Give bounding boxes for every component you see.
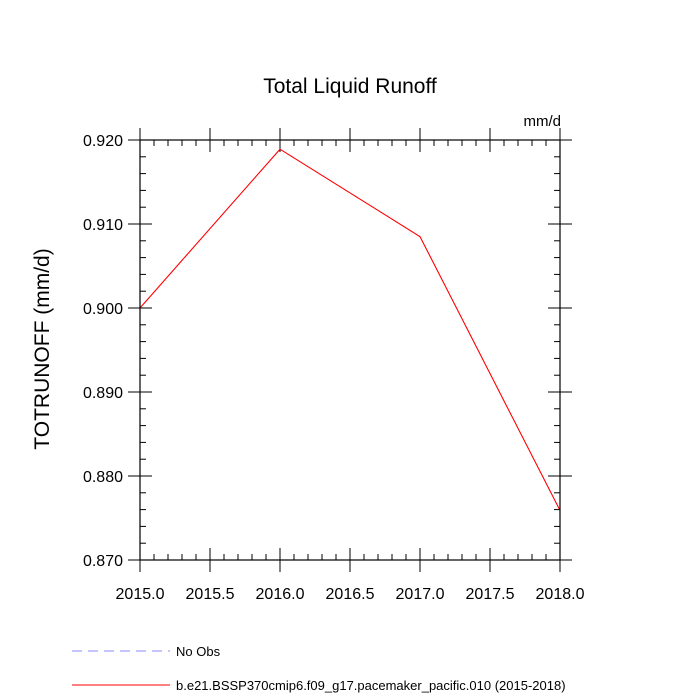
legend: No Obs b.e21.BSSP370cmip6.f09_g17.pacema… — [72, 644, 566, 693]
legend-label-no-obs: No Obs — [176, 644, 221, 659]
y-axis-label: TOTRUNOFF (mm/d) — [31, 248, 54, 449]
y-tick-label: 0.920 — [83, 133, 123, 150]
units-label: mm/d — [524, 113, 562, 130]
series-layer — [139, 148, 561, 511]
x-tick-label: 2017.0 — [396, 586, 445, 603]
series-line — [139, 148, 561, 511]
axis-ticks — [128, 128, 572, 572]
chart-title: Total Liquid Runoff — [263, 75, 437, 98]
legend-label-series: b.e21.BSSP370cmip6.f09_g17.pacemaker_pac… — [176, 678, 566, 693]
tick-labels: 2015.0 2015.5 2016.0 2016.5 2017.0 2017.5 2018… — [83, 133, 585, 603]
plot-frame — [139, 139, 561, 561]
x-tick-label: 2017.5 — [466, 586, 515, 603]
y-tick-label: 0.900 — [83, 301, 123, 318]
x-tick-label: 2015.0 — [116, 586, 165, 603]
x-tick-label: 2015.5 — [186, 586, 235, 603]
y-tick-label: 0.870 — [83, 553, 123, 570]
y-tick-label: 0.890 — [83, 385, 123, 402]
x-tick-label: 2016.0 — [256, 586, 305, 603]
x-tick-label: 2016.5 — [326, 586, 375, 603]
y-tick-label: 0.910 — [83, 217, 123, 234]
y-tick-label: 0.880 — [83, 469, 123, 486]
x-tick-label: 2018.0 — [536, 586, 585, 603]
